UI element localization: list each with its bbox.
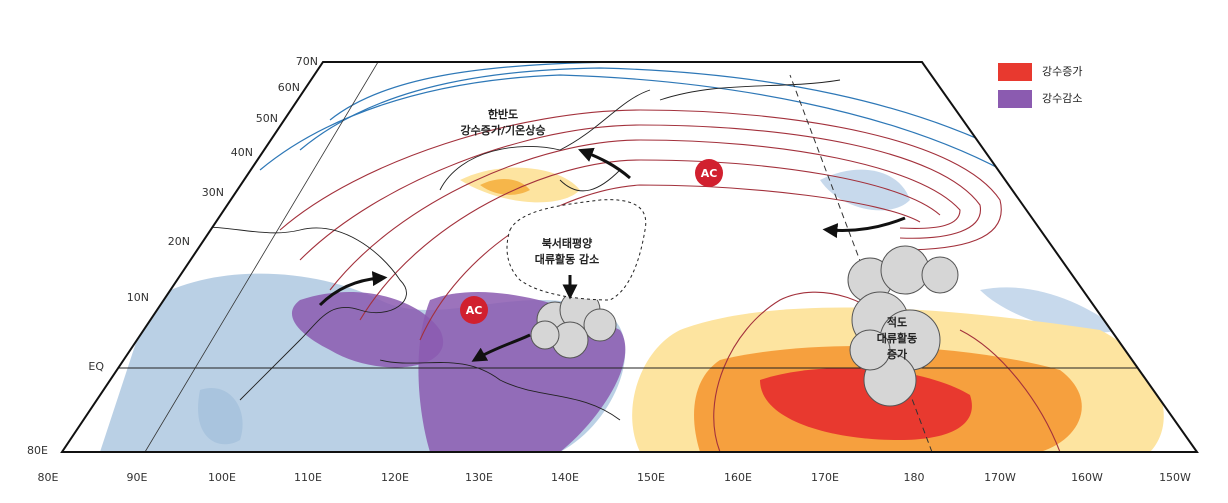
annotation: 강수증가/기온상승 — [461, 123, 546, 137]
annotation: 적도 — [887, 315, 907, 329]
lon-label: 90E — [127, 471, 148, 484]
lat-label: 20N — [168, 235, 190, 248]
lat-label: EQ — [88, 360, 104, 373]
annotation: 한반도 — [488, 107, 518, 121]
annotation: 증가 — [887, 347, 907, 361]
annotation: 대류활동 — [877, 331, 917, 345]
legend-label: 강수증가 — [1042, 65, 1082, 78]
ac-label: AC — [466, 304, 483, 317]
lat-label: 10N — [127, 291, 149, 304]
lon-label: 150E — [637, 471, 665, 484]
lon-label: 130E — [465, 471, 493, 484]
lat-label: 70N — [296, 55, 318, 68]
contours — [279, 109, 1061, 452]
lon-label: 160W — [1071, 471, 1103, 484]
annotation: 대류활동 감소 — [535, 252, 600, 266]
arrow — [318, 147, 906, 362]
lon-label: 140E — [551, 471, 579, 484]
contours-blue — [259, 62, 1041, 181]
lat-label: 60N — [278, 81, 300, 94]
lat-label: 30N — [202, 186, 224, 199]
ac-label: AC — [701, 167, 718, 180]
annotation: 북서태평양 — [542, 236, 593, 250]
lon-label: 110E — [294, 471, 322, 484]
map-body — [62, 62, 1164, 452]
lon-label: 150W — [1159, 471, 1191, 484]
lon-label: 100E — [208, 471, 236, 484]
lat-label: 50N — [256, 112, 278, 125]
coastline — [179, 79, 841, 421]
lat-label: 80E — [27, 444, 48, 457]
cloud — [530, 245, 959, 407]
lon-label: 80E — [38, 471, 59, 484]
lon-label: 180 — [904, 471, 925, 484]
lon-label: 160E — [724, 471, 752, 484]
frame — [60, 61, 1199, 453]
lon-label: 120E — [381, 471, 409, 484]
lon-label: 170E — [811, 471, 839, 484]
lon-label: 170W — [984, 471, 1016, 484]
lat-label: 40N — [231, 146, 253, 159]
legend-swatch — [998, 63, 1032, 81]
ac-marker — [695, 159, 723, 187]
legend-label: 강수감소 — [1042, 92, 1082, 105]
legend-swatch — [998, 90, 1032, 108]
ac-marker — [460, 296, 488, 324]
